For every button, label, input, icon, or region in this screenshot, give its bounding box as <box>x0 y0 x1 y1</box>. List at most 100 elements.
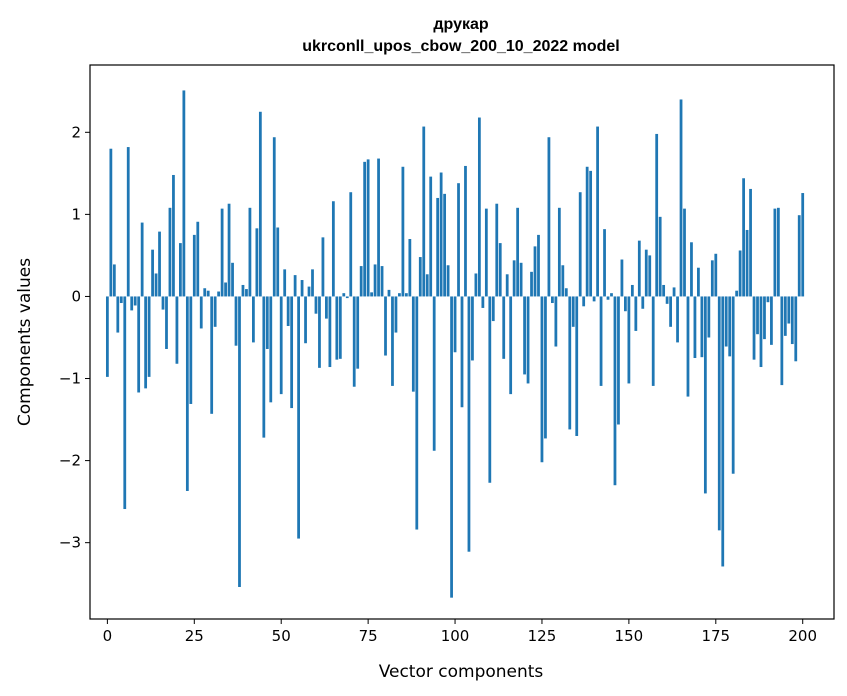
bar-197 <box>790 296 794 345</box>
bar-125 <box>540 296 544 463</box>
bar-124 <box>537 234 540 297</box>
bar-70 <box>349 192 353 297</box>
bar-56 <box>300 280 304 297</box>
bar-104 <box>467 296 471 552</box>
bar-46 <box>265 296 269 349</box>
bar-194 <box>780 296 784 386</box>
bar-23 <box>185 296 189 491</box>
bar-172 <box>703 296 707 494</box>
y-tick-label: −1 <box>59 370 81 388</box>
bar-185 <box>749 188 752 297</box>
bar-87 <box>408 239 412 297</box>
bar-34 <box>224 282 227 297</box>
x-tick-label: 0 <box>103 627 113 645</box>
bar-171 <box>700 296 704 358</box>
bar-159 <box>658 216 662 297</box>
bar-180 <box>731 296 735 474</box>
bar-88 <box>411 296 415 392</box>
bar-69 <box>345 296 349 299</box>
bar-26 <box>196 221 200 297</box>
bar-62 <box>321 237 325 297</box>
bar-140 <box>592 296 596 302</box>
bar-29 <box>206 290 210 297</box>
bar-186 <box>752 296 756 360</box>
bar-5 <box>123 296 127 510</box>
bar-63 <box>325 296 328 319</box>
bar-132 <box>564 288 568 297</box>
bar-141 <box>596 126 599 297</box>
bar-75 <box>366 159 370 297</box>
bar-146 <box>613 296 617 486</box>
bar-2 <box>112 264 116 297</box>
bar-161 <box>665 296 669 304</box>
x-tick-label: 50 <box>272 627 291 645</box>
bar-150 <box>627 296 631 384</box>
bar-119 <box>519 262 523 297</box>
bar-22 <box>182 90 186 297</box>
bar-83 <box>394 296 398 333</box>
bar-61 <box>318 296 321 368</box>
y-tick-label: 1 <box>71 205 81 223</box>
y-tick-label: 0 <box>71 287 81 305</box>
bar-156 <box>648 255 652 297</box>
bar-147 <box>617 296 620 425</box>
bar-79 <box>380 266 384 297</box>
bar-13 <box>151 249 154 297</box>
bar-168 <box>690 242 693 297</box>
bar-169 <box>693 296 697 359</box>
bar-189 <box>763 296 766 340</box>
bar-86 <box>404 293 408 297</box>
bar-117 <box>512 260 516 297</box>
bar-12 <box>147 296 151 377</box>
bar-82 <box>391 296 394 386</box>
bar-65 <box>331 201 335 297</box>
bar-121 <box>526 296 530 384</box>
bar-94 <box>432 296 436 451</box>
x-tick-label: 200 <box>788 627 817 645</box>
bar-126 <box>544 296 547 439</box>
bar-14 <box>154 273 158 297</box>
bar-40 <box>245 289 248 297</box>
bar-188 <box>759 296 763 368</box>
x-tick-label: 75 <box>359 627 378 645</box>
bar-174 <box>710 260 714 297</box>
bar-127 <box>547 137 551 297</box>
bar-31 <box>213 296 217 327</box>
bar-74 <box>363 161 367 297</box>
x-tick-label: 25 <box>185 627 204 645</box>
bar-108 <box>481 296 485 308</box>
bar-175 <box>714 253 718 297</box>
bar-137 <box>582 296 586 307</box>
bar-184 <box>745 229 749 297</box>
bar-100 <box>453 296 457 353</box>
bar-21 <box>179 243 182 297</box>
bar-73 <box>359 266 363 297</box>
bar-45 <box>262 296 266 438</box>
bar-166 <box>683 208 686 297</box>
bar-178 <box>724 296 728 347</box>
bar-68 <box>342 293 346 297</box>
bar-200 <box>801 193 805 297</box>
bar-193 <box>776 207 780 297</box>
bar-177 <box>721 296 725 567</box>
chart-subtitle: ukrconll_upos_cbow_200_10_2022 model <box>302 38 619 55</box>
bar-176 <box>717 296 721 531</box>
bar-8 <box>133 296 137 306</box>
bar-157 <box>651 296 655 386</box>
bar-110 <box>488 296 492 483</box>
bar-191 <box>770 296 773 345</box>
bar-37 <box>234 296 238 346</box>
y-tick-label: −2 <box>59 452 81 470</box>
bar-152 <box>634 296 638 331</box>
bar-155 <box>644 249 648 297</box>
bar-25 <box>192 234 196 297</box>
bar-50 <box>279 296 283 395</box>
bar-49 <box>276 227 280 297</box>
bar-71 <box>352 296 356 387</box>
bar-55 <box>297 296 300 539</box>
plot-frame <box>89 64 835 620</box>
bar-98 <box>446 265 450 297</box>
bar-144 <box>606 296 610 300</box>
bar-170 <box>697 267 700 297</box>
bar-32 <box>217 291 221 297</box>
